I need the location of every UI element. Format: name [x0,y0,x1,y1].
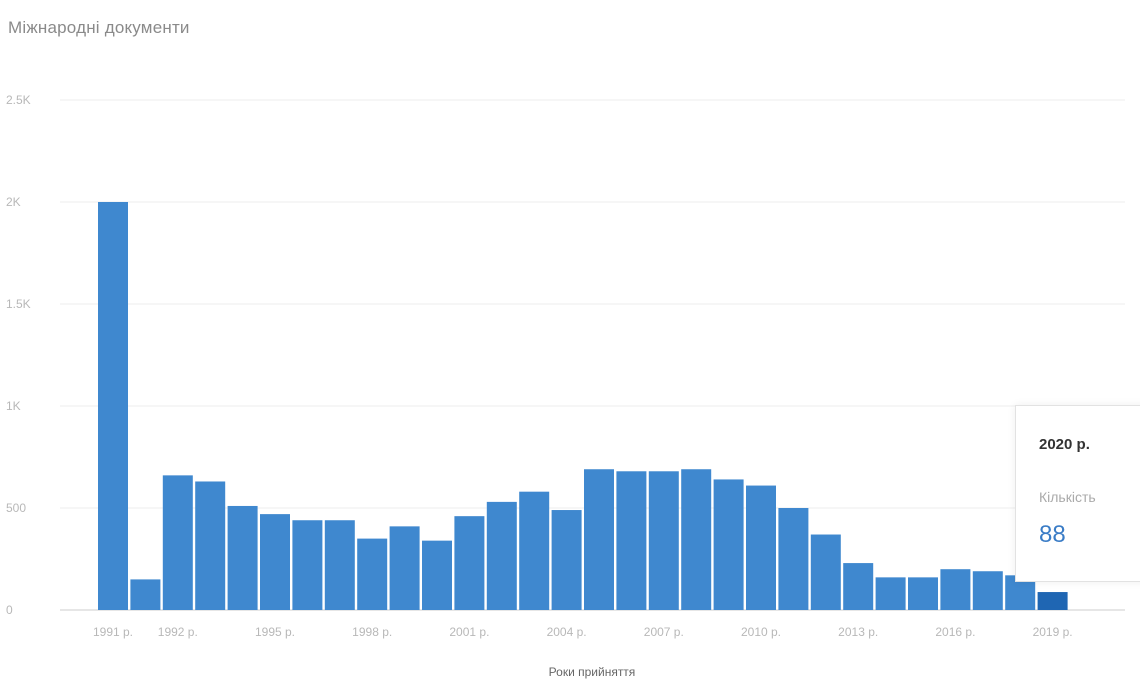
bar-2002 [454,516,485,610]
bar-2010 [713,479,744,610]
y-tick-label: 2.5K [6,93,31,107]
bar-2013 [810,534,841,610]
bar-2016 [908,577,938,610]
bar-1998 [324,520,355,610]
bar-1997 [292,520,323,610]
y-tick-label: 1.5K [6,297,31,311]
x-tick-label: 1992 р. [158,625,198,639]
x-tick-label: 2019 р. [1033,625,1073,639]
bar-2015 [875,577,906,610]
bar-2014 [843,563,874,610]
bar-2008 [648,471,679,610]
tooltip-title: 2020 р. [1039,436,1090,453]
tooltip-label: Кількість [1039,489,1096,505]
x-tick-label: 2001 р. [449,625,489,639]
bar-2004 [519,491,550,610]
bar-1995 [227,505,258,610]
x-tick-label: 1998 р. [352,625,392,639]
x-tick-label: 2010 р. [741,625,781,639]
x-tick-label: 1991 р. [93,625,133,639]
bar-2018 [972,571,1003,610]
y-tick-label: 0 [6,603,13,617]
bar-1994 [195,481,226,610]
bar-2009 [681,469,712,610]
tooltip: 2020 р. Кількість 88 [1015,405,1140,582]
x-tick-label: 2016 р. [935,625,975,639]
bar-2007 [616,471,647,610]
bar-1999 [357,538,388,610]
y-tick-label: 500 [6,501,26,515]
x-tick-label: 2013 р. [838,625,878,639]
bar-2020 [1037,592,1068,610]
bar-2000 [389,526,420,610]
bar-1991 [98,202,128,610]
bar-2017 [940,569,971,610]
tooltip-value: 88 [1039,521,1066,548]
x-axis-title: Роки прийняття [549,665,636,679]
y-tick-label: 1K [6,399,21,413]
x-tick-label: 2007 р. [644,625,684,639]
bar-2012 [778,508,809,610]
bar-2001 [422,540,452,610]
y-tick-label: 2K [6,195,21,209]
bar-1992 [130,579,161,610]
x-tick-label: 2004 р. [547,625,587,639]
chart-subtitle: Міжнародні документи [8,18,190,37]
bar-2003 [486,501,517,610]
x-tick-label: 1995 р. [255,625,295,639]
bar-1993 [162,475,193,610]
bar-1996 [260,514,290,610]
bar-2005 [551,510,582,610]
bar-2011 [746,485,776,610]
bar-2006 [584,469,614,610]
